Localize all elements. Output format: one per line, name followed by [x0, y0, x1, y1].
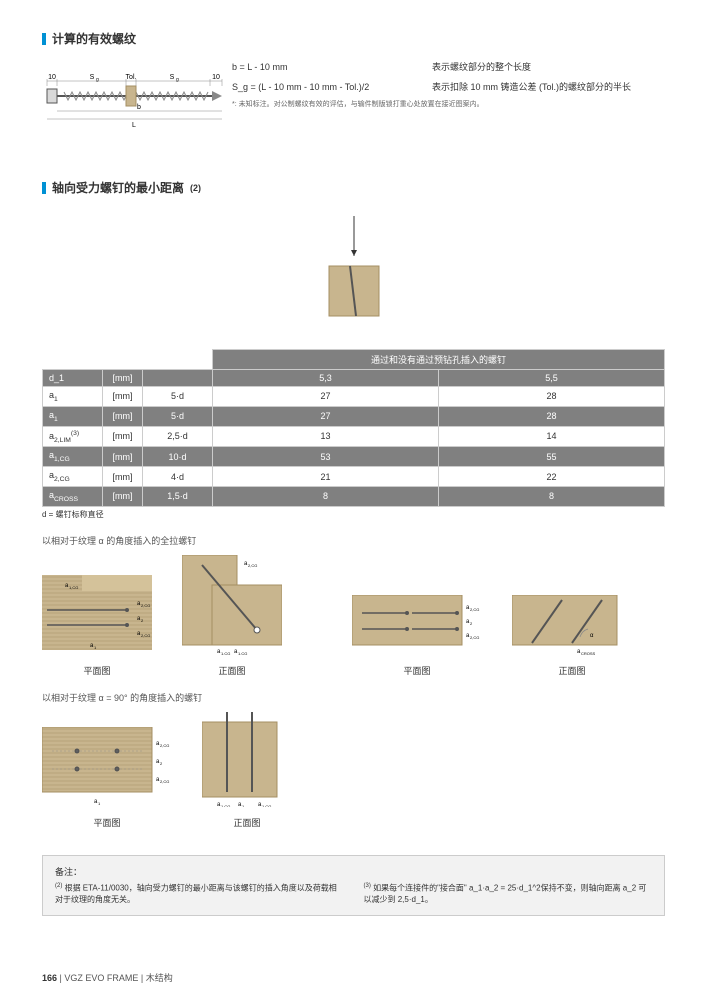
table-row: a2,LIM(3)[mm]2,5·d1314 [43, 426, 665, 447]
fig-front-2: α aCROSS 正面图 [512, 595, 632, 677]
table-row: a1[mm]5·d2728 [43, 387, 665, 407]
svg-text:2,CG: 2,CG [160, 779, 169, 784]
svg-text:CROSS: CROSS [581, 651, 596, 655]
svg-text:1,CG: 1,CG [69, 585, 78, 590]
note-2: (2) 根据 ETA-11/0030，轴向受力螺钉的最小距离与该螺钉的插入角度以… [55, 882, 344, 905]
svg-text:1: 1 [242, 804, 245, 807]
svg-text:S: S [170, 74, 175, 81]
svg-text:2: 2 [470, 621, 473, 626]
svg-text:10: 10 [48, 74, 56, 81]
table-footnote: d = 螺钉标称直径 [42, 509, 665, 520]
svg-text:g: g [96, 77, 99, 83]
notes-box: 备注： (2) 根据 ETA-11/0030，轴向受力螺钉的最小距离与该螺钉的插… [42, 855, 665, 917]
col-d1: d_1 [43, 370, 103, 387]
cap-front-1: 正面图 [182, 664, 282, 677]
svg-text:1,CG: 1,CG [238, 651, 247, 655]
footer-sep2: | [138, 973, 145, 983]
svg-text:1,CG: 1,CG [221, 804, 230, 807]
notes-title: 备注： [55, 866, 652, 879]
formula-b-desc: 表示螺纹部分的整个长度 [432, 61, 665, 75]
formula-sg: S_g = (L - 10 mm - 10 mm - Tol.)/2 [232, 81, 432, 95]
figure-row-2: a2,CG a2 a2,CG a1 平面图 a1,CG a1 a1,CG 正面图 [42, 712, 665, 829]
cap-plan-1: 平面图 [42, 664, 152, 677]
cap-front-3: 正面图 [202, 816, 292, 829]
svg-text:1,CG: 1,CG [262, 804, 271, 807]
fig-plan-1: a1,CG a2,CG a2 a2,CG a1 平面图 [42, 575, 152, 677]
page-number: 166 [42, 973, 57, 983]
svg-text:S: S [90, 74, 95, 81]
svg-text:g: g [176, 77, 179, 83]
svg-text:2,CG: 2,CG [160, 743, 169, 748]
table-row: a1[mm]5·d2728 [43, 406, 665, 426]
footer-product: VGZ EVO FRAME [64, 973, 138, 983]
fig-front-3: a1,CG a1 a1,CG 正面图 [202, 712, 292, 829]
svg-text:2: 2 [160, 761, 163, 766]
svg-text:2,CG: 2,CG [470, 607, 479, 612]
formula-b: b = L - 10 mm [232, 61, 432, 75]
table-row: a2,CG[mm]4·d2122 [43, 467, 665, 487]
section1-title: 计算的有效螺纹 [42, 30, 665, 47]
spacing-table: 通过和没有通过预钻孔插入的螺钉 d_1 [mm] 5,3 5,5 a1[mm]5… [42, 349, 665, 507]
fig-plan-2: a2,CG a2 a2,CG 平面图 [352, 595, 482, 677]
section1-footnote: *: 未知标注。对公制螺纹有效的评估，与输件制版锁打重心处放置在接近图案内。 [232, 100, 665, 111]
svg-text:10: 10 [212, 74, 220, 81]
formula-sg-desc: 表示扣除 10 mm 铸造公差 (Tol.)的螺纹部分的半长 [432, 81, 665, 95]
cap-front-2: 正面图 [512, 664, 632, 677]
svg-text:α: α [590, 633, 594, 639]
section-effective-thread: 计算的有效螺纹 10 Sg Tol. Sg 10 [42, 30, 665, 131]
figure-row-1: a1,CG a2,CG a2 a2,CG a1 平面图 a2,CG a1,CG … [42, 555, 665, 677]
section-min-spacing: 轴向受力螺钉的最小距离 (2) 通过和没有通过预钻孔插入的螺钉 d_1 [mm] … [42, 179, 665, 829]
svg-text:b: b [137, 104, 141, 111]
subtitle-90deg: 以相对于纹理 α = 90° 的角度插入的螺钉 [42, 691, 665, 704]
page-footer: 166 | VGZ EVO FRAME | 木结构 [42, 971, 173, 984]
note-3: (3) 如果每个连接件的"接合面" a_1·a_2 = 25·d_1^2保持不变… [364, 882, 653, 905]
col-unit: [mm] [103, 370, 143, 387]
cap-plan-2: 平面图 [352, 664, 482, 677]
fig-front-1: a2,CG a1,CG a1,CG 正面图 [182, 555, 282, 677]
section2-title-suffix: (2) [190, 183, 201, 193]
svg-text:1,CG: 1,CG [221, 651, 230, 655]
section2-title-text: 轴向受力螺钉的最小距离 [52, 179, 184, 196]
section2-title: 轴向受力螺钉的最小距离 (2) [42, 179, 665, 196]
screw-diagram: 10 Sg Tol. Sg 10 b L [42, 61, 232, 131]
svg-text:2,CG: 2,CG [248, 563, 257, 568]
svg-text:2,CG: 2,CG [141, 633, 150, 638]
svg-text:Tol.: Tol. [126, 74, 137, 81]
footer-category: 木结构 [146, 973, 173, 983]
fig-plan-3: a2,CG a2 a2,CG a1 平面图 [42, 727, 172, 829]
table-row: a1,CG[mm]10·d5355 [43, 447, 665, 467]
svg-text:1: 1 [98, 801, 101, 806]
table-header-main: 通过和没有通过预钻孔插入的螺钉 [213, 350, 665, 370]
svg-text:L: L [132, 122, 136, 129]
formula-column: b = L - 10 mm 表示螺纹部分的整个长度 S_g = (L - 10 … [232, 61, 665, 131]
table-row: aCROSS[mm]1,5·d88 [43, 486, 665, 506]
insertion-diagram [42, 216, 665, 329]
svg-text:2,CG: 2,CG [141, 603, 150, 608]
col-53: 5,3 [213, 370, 439, 387]
cap-plan-3: 平面图 [42, 816, 172, 829]
col-55: 5,5 [438, 370, 664, 387]
subtitle-angled: 以相对于纹理 α 的角度插入的全拉螺钉 [42, 534, 665, 547]
svg-text:2,CG: 2,CG [470, 635, 479, 640]
